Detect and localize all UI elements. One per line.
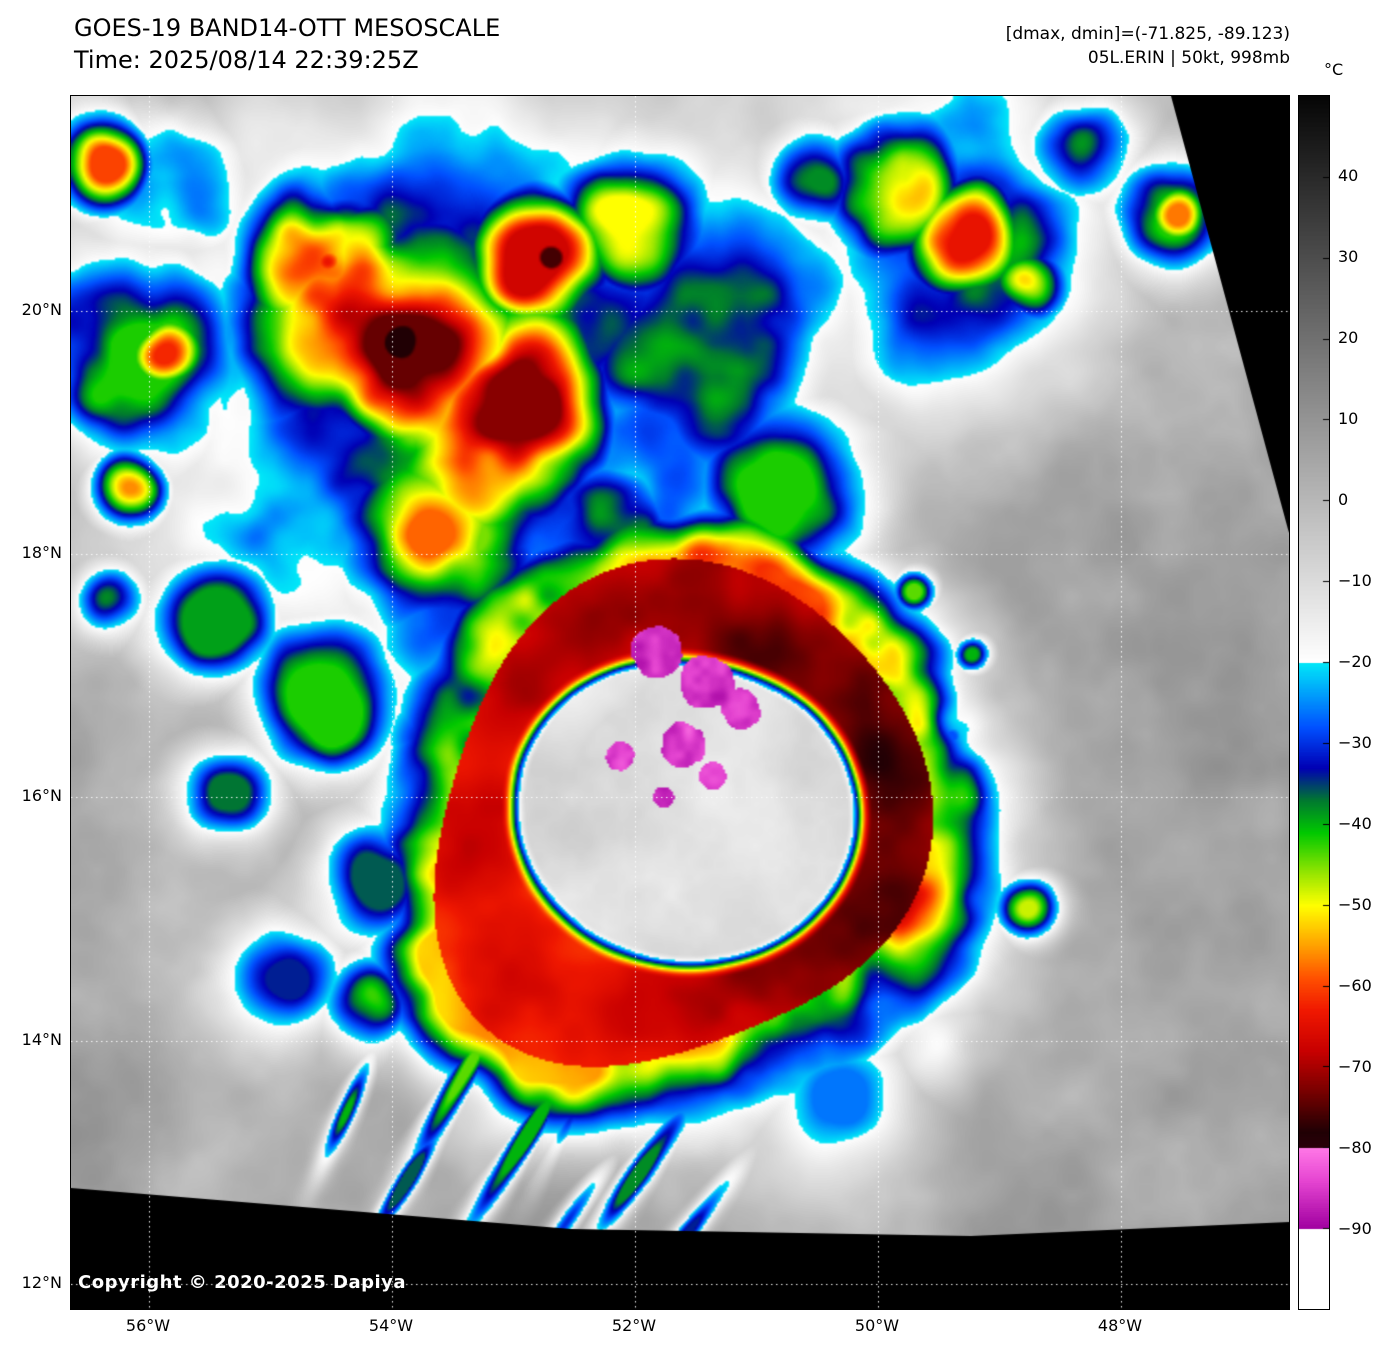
colorbar-tick-label: −70 bbox=[1338, 1057, 1372, 1076]
lon-label-50w: 50°W bbox=[854, 1316, 900, 1335]
colorbar-tick-label: −10 bbox=[1338, 571, 1372, 590]
lat-label-18n: 18°N bbox=[21, 543, 62, 562]
colorbar-tick-label: 10 bbox=[1338, 409, 1359, 428]
lon-label-54w: 54°W bbox=[368, 1316, 414, 1335]
colorbar bbox=[1298, 95, 1330, 1310]
storm-info-label: 05L.ERIN | 50kt, 998mb bbox=[1087, 48, 1290, 68]
page-title: GOES-19 BAND14-OTT MESOSCALE bbox=[74, 14, 501, 42]
colorbar-unit-label: °C bbox=[1324, 60, 1344, 79]
colorbar-tick-label: −90 bbox=[1338, 1219, 1372, 1238]
copyright-label: Copyright © 2020-2025 Dapiya bbox=[78, 1272, 407, 1293]
timestamp-label: Time: 2025/08/14 22:39:25Z bbox=[74, 46, 419, 74]
lon-label-48w: 48°W bbox=[1097, 1316, 1143, 1335]
dmax-dmin-readout: [dmax, dmin]=(-71.825, -89.123) bbox=[1005, 24, 1290, 44]
colorbar-gradient-canvas bbox=[1299, 96, 1329, 1309]
colorbar-tick-label: −50 bbox=[1338, 895, 1372, 914]
lat-label-20n: 20°N bbox=[21, 300, 62, 319]
colorbar-tick-label: 0 bbox=[1338, 490, 1349, 509]
colorbar-tick-label: −40 bbox=[1338, 814, 1372, 833]
lon-label-52w: 52°W bbox=[611, 1316, 657, 1335]
satellite-image-canvas bbox=[71, 96, 1289, 1309]
colorbar-tick-label: −30 bbox=[1338, 733, 1372, 752]
map-area bbox=[70, 95, 1290, 1310]
lat-label-12n: 12°N bbox=[21, 1273, 62, 1292]
lat-label-14n: 14°N bbox=[21, 1030, 62, 1049]
colorbar-tick-label: −80 bbox=[1338, 1138, 1372, 1157]
lat-label-16n: 16°N bbox=[21, 786, 62, 805]
colorbar-tick-label: 30 bbox=[1338, 247, 1359, 266]
colorbar-tick-label: 20 bbox=[1338, 328, 1359, 347]
colorbar-tick-label: 40 bbox=[1338, 166, 1359, 185]
colorbar-tick-label: −20 bbox=[1338, 652, 1372, 671]
colorbar-tick-label: −60 bbox=[1338, 976, 1372, 995]
lon-label-56w: 56°W bbox=[125, 1316, 171, 1335]
